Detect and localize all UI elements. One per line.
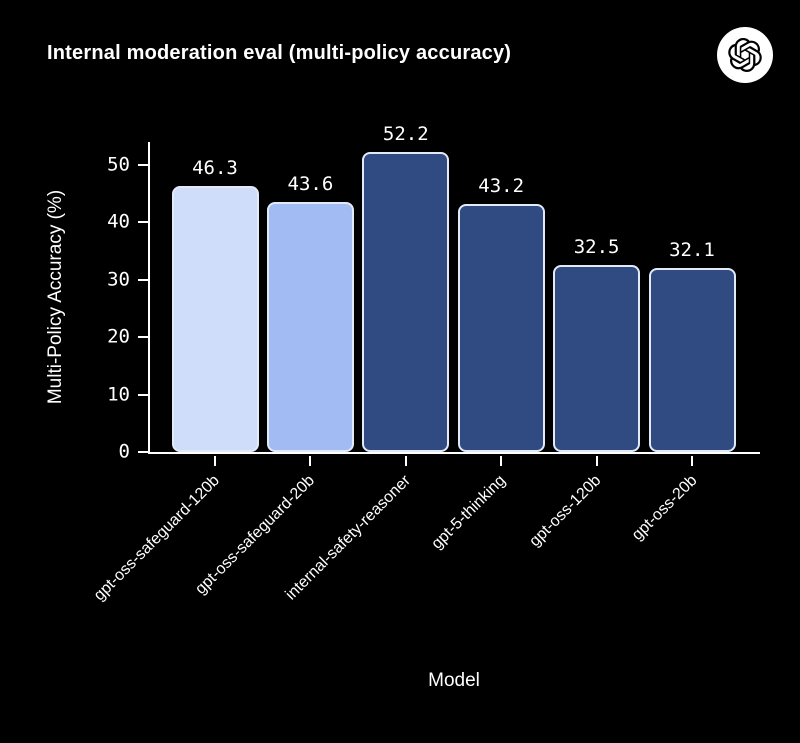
bar-gpt-oss-safeguard-20b <box>266 201 354 452</box>
bar-value-label: 43.6 <box>287 172 334 195</box>
bar-value-label: 32.5 <box>573 236 620 259</box>
x-tick-mark <box>214 456 216 466</box>
x-tick-mark <box>595 456 598 466</box>
y-tick-label: 50 <box>107 153 130 176</box>
y-axis-title-text: Multi-Policy Accuracy (%) <box>45 189 66 405</box>
x-tick-mark <box>500 456 503 466</box>
bar-internal-safety-reasoner <box>362 152 450 452</box>
y-tick-mark <box>138 336 148 339</box>
bar-value-label: 46.3 <box>192 157 238 180</box>
bar-value-label: 32.1 <box>669 238 715 261</box>
x-tick-label: gpt-oss-120b <box>526 472 605 551</box>
bar-gpt-5-thinking <box>457 204 545 452</box>
x-axis-title: Model <box>428 670 480 691</box>
y-tick-label: 10 <box>107 383 130 406</box>
x-tick-mark <box>691 456 693 466</box>
y-tick-label: 0 <box>118 440 130 463</box>
x-tick-mark <box>309 456 312 466</box>
y-tick-label: 40 <box>107 210 130 233</box>
y-tick-label: 30 <box>107 268 130 291</box>
openai-logo <box>717 27 773 83</box>
y-tick-mark <box>138 451 148 453</box>
y-tick-label: 20 <box>107 325 130 348</box>
x-tick-mark <box>404 456 407 466</box>
y-tick-mark <box>138 393 148 396</box>
y-tick-mark <box>138 163 148 166</box>
x-tick-label: gpt-oss-20b <box>628 472 701 544</box>
bar-gpt-oss-20b <box>648 267 736 452</box>
y-tick-mark <box>138 221 148 224</box>
bar-gpt-oss-safeguard-120b <box>171 186 259 452</box>
bar-value-label: 43.2 <box>478 175 525 197</box>
bar-gpt-oss-120b <box>553 265 641 452</box>
x-tick-label: gpt-5-thinking <box>428 472 510 553</box>
bar-value-label: 52.2 <box>382 123 429 146</box>
chart-title: Internal moderation eval (multi-policy a… <box>47 42 512 64</box>
y-tick-mark <box>138 278 148 281</box>
openai-logo-icon <box>728 38 762 72</box>
plot-area: 0 10 20 30 40 50 46.3 gpt-oss-safeguard-120b 43.… <box>91 123 760 604</box>
